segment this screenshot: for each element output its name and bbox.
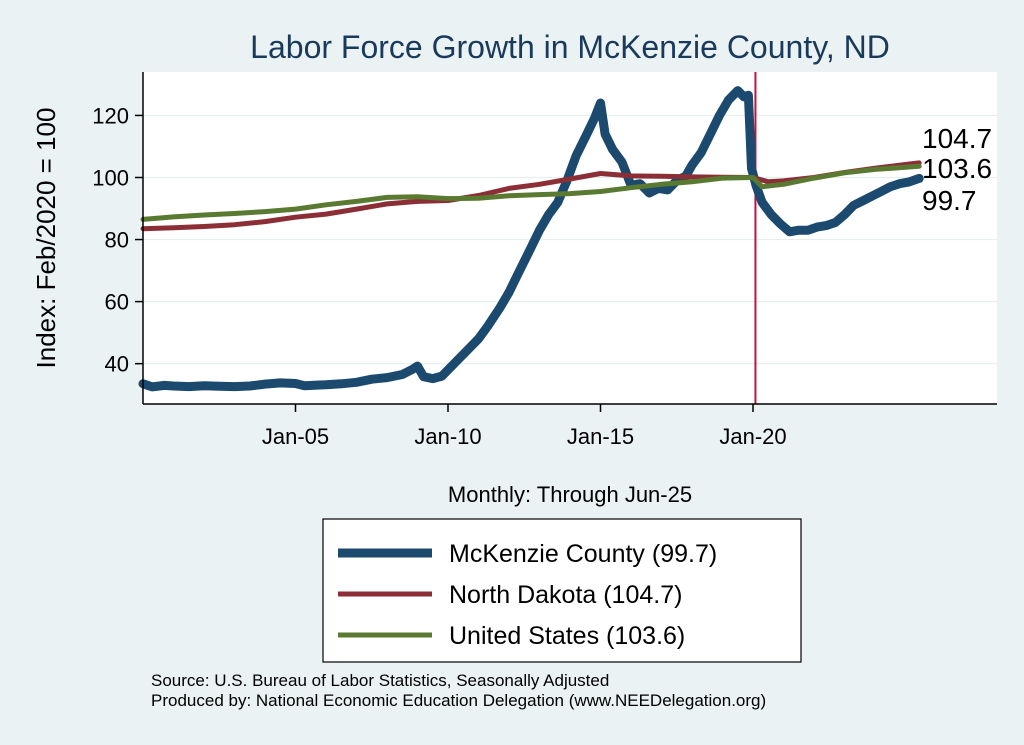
legend-label: McKenzie County (99.7)	[449, 540, 717, 568]
legend-box	[322, 518, 802, 663]
end-label-united-states: 103.6	[922, 153, 992, 184]
legend-label: United States (103.6)	[449, 622, 685, 650]
y-tick-label: 120	[92, 103, 129, 128]
x-axis-title: Monthly: Through Jun-25	[448, 482, 692, 507]
x-tick-label: Jan-10	[414, 424, 481, 449]
chart-title: Labor Force Growth in McKenzie County, N…	[250, 29, 890, 65]
y-tick-label: 60	[105, 290, 129, 315]
gridlines	[143, 114, 997, 365]
legend: McKenzie County (99.7) North Dakota (104.…	[338, 540, 717, 650]
x-tick-label: Jan-20	[719, 424, 786, 449]
end-label-north-dakota: 104.7	[922, 123, 992, 154]
end-label-mckenzie-county: 99.7	[922, 185, 977, 216]
series-line-united-states	[140, 163, 922, 222]
legend-label: North Dakota (104.7)	[449, 581, 682, 609]
x-tick-label: Jan-05	[262, 424, 329, 449]
produced-by-text: Produced by: National Economic Education…	[151, 691, 767, 710]
source-text: Source: U.S. Bureau of Labor Statistics,…	[151, 671, 610, 690]
series-line-mckenzie-county	[138, 86, 924, 392]
plot-area	[143, 72, 997, 404]
y-axis-title: Index: Feb/2020 = 100	[31, 108, 61, 369]
y-tick-label: 100	[92, 165, 129, 190]
y-tick-label: 40	[105, 352, 129, 377]
source-notes: Source: U.S. Bureau of Labor Statistics,…	[151, 671, 766, 711]
x-tick-label: Jan-15	[567, 424, 634, 449]
x-ticks: Jan-05 Jan-10 Jan-15 Jan-20	[262, 404, 787, 449]
series-group	[138, 86, 924, 392]
y-ticks: 40 60 80 100 120	[92, 103, 143, 377]
y-tick-label: 80	[105, 228, 129, 253]
